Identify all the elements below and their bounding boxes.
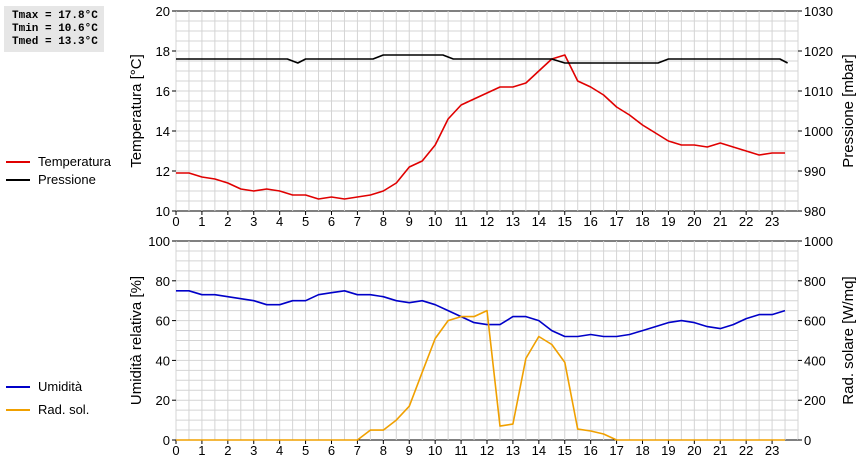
x-tick-label: 4 bbox=[276, 443, 283, 458]
x-tick-label: 13 bbox=[506, 443, 520, 458]
x-tick-label: 18 bbox=[635, 214, 649, 229]
x-tick-label: 12 bbox=[480, 443, 494, 458]
y-left-tick-label: 0 bbox=[163, 433, 170, 448]
x-tick-label: 20 bbox=[687, 214, 701, 229]
y-left-tick-label: 100 bbox=[148, 234, 170, 249]
y-axis-right-label: Pressione [mbar] bbox=[840, 54, 857, 167]
legend-label: Rad. sol. bbox=[38, 402, 89, 417]
series-line-umidit bbox=[176, 289, 786, 338]
x-tick-label: 5 bbox=[302, 214, 309, 229]
x-tick-label: 5 bbox=[302, 443, 309, 458]
stats-box: Tmax = 17.8°C Tmin = 10.6°C Tmed = 13.3°… bbox=[4, 6, 104, 52]
x-tick-label: 22 bbox=[739, 214, 753, 229]
x-tick-label: 11 bbox=[454, 214, 468, 229]
x-tick-label: 3 bbox=[250, 214, 257, 229]
x-tick-label: 9 bbox=[406, 443, 413, 458]
x-tick-label: 8 bbox=[380, 214, 387, 229]
x-tick-label: 2 bbox=[224, 214, 231, 229]
x-tick-label: 1 bbox=[198, 214, 205, 229]
x-tick-label: 2 bbox=[224, 443, 231, 458]
y-axis-left-label: Umidità relativa [%] bbox=[128, 276, 145, 405]
x-tick-label: 10 bbox=[428, 214, 442, 229]
series-line-rad-sol bbox=[176, 309, 785, 441]
y-right-tick-label: 1010 bbox=[804, 84, 833, 99]
y-right-tick-label: 1020 bbox=[804, 44, 833, 59]
y-right-tick-label: 0 bbox=[804, 433, 811, 448]
y-right-tick-label: 1030 bbox=[804, 4, 833, 19]
x-tick-label: 10 bbox=[428, 443, 442, 458]
x-tick-label: 0 bbox=[172, 443, 179, 458]
stat-tmed: Tmed = 13.3°C bbox=[12, 36, 98, 48]
x-tick-label: 19 bbox=[661, 214, 675, 229]
x-tick-label: 12 bbox=[480, 214, 494, 229]
y-right-tick-label: 1000 bbox=[804, 234, 833, 249]
y-left-tick-label: 20 bbox=[156, 4, 170, 19]
x-tick-label: 6 bbox=[328, 214, 335, 229]
x-tick-label: 18 bbox=[635, 443, 649, 458]
x-tick-label: 16 bbox=[583, 443, 597, 458]
y-right-tick-label: 980 bbox=[804, 204, 826, 219]
y-right-tick-label: 600 bbox=[804, 314, 826, 329]
x-tick-label: 19 bbox=[661, 443, 675, 458]
x-tick-label: 1 bbox=[198, 443, 205, 458]
y-left-tick-label: 14 bbox=[156, 124, 170, 139]
y-left-tick-label: 18 bbox=[156, 44, 170, 59]
x-tick-label: 15 bbox=[558, 214, 572, 229]
y-left-tick-label: 16 bbox=[156, 84, 170, 99]
x-tick-label: 20 bbox=[687, 443, 701, 458]
y-right-tick-label: 800 bbox=[804, 274, 826, 289]
x-tick-label: 7 bbox=[354, 214, 361, 229]
x-tick-label: 0 bbox=[172, 214, 179, 229]
legend-label: Temperatura bbox=[38, 154, 112, 169]
y-right-tick-label: 400 bbox=[804, 353, 826, 368]
y-left-tick-label: 60 bbox=[156, 314, 170, 329]
x-tick-label: 7 bbox=[354, 443, 361, 458]
x-tick-label: 8 bbox=[380, 443, 387, 458]
y-left-tick-label: 12 bbox=[156, 164, 170, 179]
x-tick-label: 15 bbox=[558, 443, 572, 458]
y-right-tick-label: 990 bbox=[804, 164, 826, 179]
x-tick-label: 13 bbox=[506, 214, 520, 229]
x-tick-label: 11 bbox=[454, 443, 468, 458]
x-tick-label: 14 bbox=[532, 214, 546, 229]
x-tick-label: 17 bbox=[609, 443, 623, 458]
y-right-tick-label: 200 bbox=[804, 393, 826, 408]
temperature-pressure-panel: 0 1 2 3 4 5 6 7 8 9 10 11 12 13 14 15 16 17 18 19 20 21 22 2310… bbox=[128, 4, 857, 229]
y-left-tick-label: 20 bbox=[156, 393, 170, 408]
x-tick-label: 14 bbox=[532, 443, 546, 458]
legend-label: Umidità bbox=[38, 379, 83, 394]
stat-tmax: Tmax = 17.8°C bbox=[12, 10, 98, 22]
x-tick-label: 6 bbox=[328, 443, 335, 458]
x-tick-label: 22 bbox=[739, 443, 753, 458]
x-tick-label: 3 bbox=[250, 443, 257, 458]
y-axis-left-label: Temperatura [°C] bbox=[128, 54, 145, 168]
x-tick-label: 4 bbox=[276, 214, 283, 229]
x-tick-label: 23 bbox=[765, 214, 779, 229]
y-axis-right-label: Rad. solare [W/mq] bbox=[840, 276, 857, 404]
x-tick-label: 9 bbox=[406, 214, 413, 229]
x-tick-label: 23 bbox=[765, 443, 779, 458]
y-left-tick-label: 10 bbox=[156, 204, 170, 219]
series-line-pressione bbox=[176, 54, 788, 64]
x-tick-label: 16 bbox=[583, 214, 597, 229]
y-right-tick-label: 1000 bbox=[804, 124, 833, 139]
x-tick-label: 21 bbox=[713, 214, 727, 229]
legend-label: Pressione bbox=[38, 172, 96, 187]
stat-tmin: Tmin = 10.6°C bbox=[12, 23, 98, 35]
series-line-temperatura bbox=[176, 54, 785, 200]
y-left-tick-label: 40 bbox=[156, 353, 170, 368]
legend: Temperatura Pressione Umidità Rad. sol. bbox=[6, 154, 112, 417]
x-tick-label: 17 bbox=[609, 214, 623, 229]
y-left-tick-label: 80 bbox=[156, 274, 170, 289]
x-tick-label: 21 bbox=[713, 443, 727, 458]
humidity-radiation-panel: 0 1 2 3 4 5 6 7 8 9 10 11 12 13 14 15 16 17 18 19 20 21 22 2302… bbox=[128, 234, 857, 458]
